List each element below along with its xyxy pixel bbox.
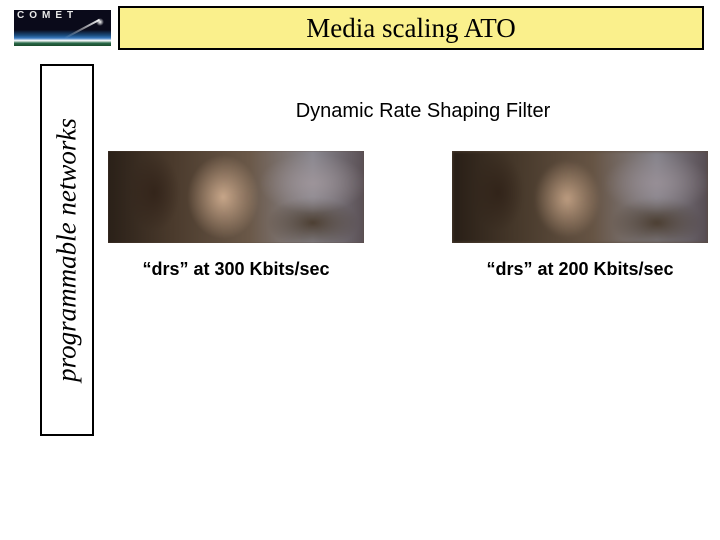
comet-head-icon [96,18,104,26]
video-frame-300 [108,151,364,243]
comet-logo-text: COMET [17,10,78,21]
comet-streak-icon [64,19,100,40]
sidebar-box: programmable networks [40,64,94,436]
video-frame-image-icon [108,151,364,243]
title-bar: Media scaling ATO [118,6,704,50]
content-area: Dynamic Rate Shaping Filter “drs” at 300… [108,100,708,280]
video-frame-image-icon [452,151,708,243]
slide-title: Media scaling ATO [306,13,515,44]
caption-200: “drs” at 200 Kbits/sec [452,259,708,280]
sidebar-label: programmable networks [52,118,83,382]
caption-300: “drs” at 300 Kbits/sec [108,259,364,280]
section-subtitle: Dynamic Rate Shaping Filter [108,100,708,123]
video-frame-200 [452,151,708,243]
comet-logo: COMET [14,10,111,46]
captions-row: “drs” at 300 Kbits/sec “drs” at 200 Kbit… [108,259,708,280]
frames-row [108,151,708,243]
